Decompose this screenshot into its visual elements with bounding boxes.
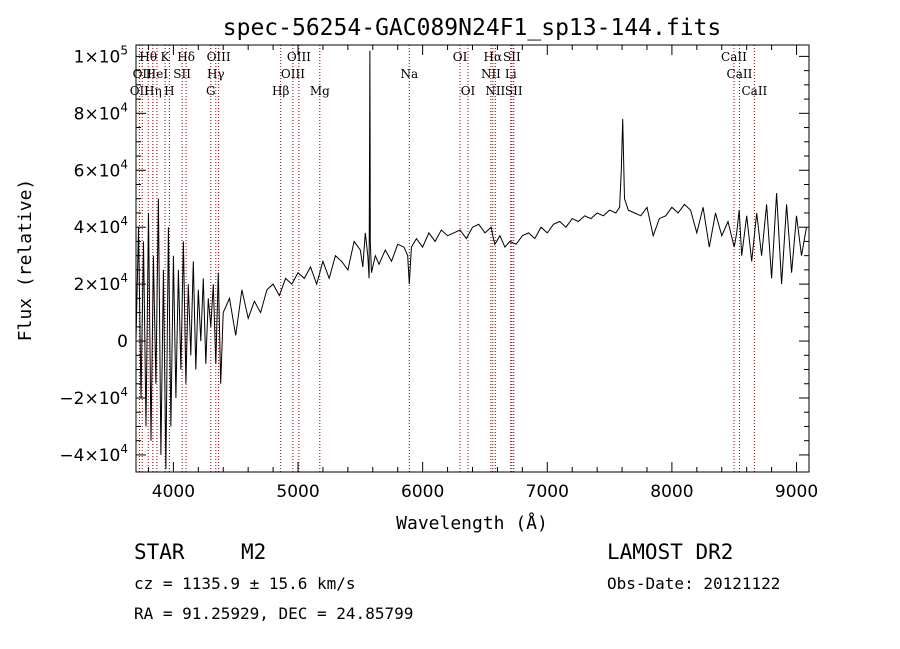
y-axis-label: Flux (relative) (15, 179, 36, 342)
line-label-25: CaII (721, 50, 747, 64)
line-label-26: CaII (727, 67, 753, 81)
line-label-11: OIII (207, 50, 231, 64)
y-tick-label-1: −2×104 (59, 385, 128, 409)
line-label-24: SII (505, 84, 523, 98)
x-tick-label-0: 4000 (152, 482, 195, 502)
x-tick-label-1: 5000 (276, 482, 319, 502)
line-label-27: CaII (741, 84, 767, 98)
line-label-16: Na (400, 67, 418, 81)
line-label-0: OII (130, 84, 150, 98)
line-label-5: K (161, 50, 171, 64)
spectrum-line-0 (135, 50, 807, 470)
line-label-20: Hα (484, 50, 503, 64)
y-tick-label-5: 6×104 (74, 157, 128, 181)
line-label-7: SII (173, 67, 191, 81)
y-tick-label-2: 0 (117, 332, 128, 352)
object-type: STAR (134, 540, 185, 564)
line-label-19: NII (481, 67, 501, 81)
line-markers: OIIOIIHθHηHeIKHSIIHδGHγOIIIHβOIIIOIIIMgN… (130, 45, 768, 472)
line-label-6: H (164, 84, 174, 98)
x-axis-label: Wavelength (Å) (396, 512, 548, 534)
y-tick-label-0: −4×104 (59, 442, 128, 466)
object-subclass: M2 (241, 540, 267, 564)
line-label-14: OIII (287, 50, 311, 64)
line-label-23: SII (503, 50, 521, 64)
x-tick-label-5: 9000 (775, 482, 818, 502)
plot-frame (135, 44, 810, 473)
x-tick-label-3: 7000 (526, 482, 569, 502)
y-tick-label-3: 2×104 (74, 271, 128, 295)
x-tick-label-4: 8000 (650, 482, 693, 502)
line-label-4: HeI (146, 67, 169, 81)
redshift-cz: cz = 1135.9 ± 15.6 km/s (134, 574, 356, 593)
y-tick-label-7: 1×105 (74, 43, 128, 67)
x-ticks: 4000 5000 6000 7000 8000 9000 (147, 45, 818, 502)
line-label-3: Hη (144, 84, 162, 98)
spectrum-chart: spec-56254-GAC089N24F1_sp13-144.fits Flu… (15, 15, 818, 534)
line-label-18: OI (461, 84, 476, 98)
chart-title: spec-56254-GAC089N24F1_sp13-144.fits (223, 15, 722, 41)
survey-name: LAMOST DR2 (607, 540, 734, 564)
x-tick-label-2: 6000 (401, 482, 444, 502)
y-tick-label-6: 8×104 (74, 100, 128, 124)
line-label-13: OIII (281, 67, 305, 81)
line-label-22: Li (505, 67, 517, 81)
line-label-10: Hγ (207, 67, 225, 81)
line-label-2: Hθ (139, 50, 157, 64)
line-label-12: Hβ (272, 84, 289, 98)
line-label-15: Mg (310, 84, 330, 98)
line-label-17: OI (453, 50, 468, 64)
coordinates: RA = 91.25929, DEC = 24.85799 (134, 604, 414, 623)
line-label-21: NII (485, 84, 505, 98)
y-ticks: −4×104 −2×104 0 2×104 4×104 6×104 8×104 1×105 (59, 43, 809, 466)
series-group (135, 50, 807, 470)
line-label-9: G (206, 84, 216, 98)
line-label-8: Hδ (177, 50, 195, 64)
obs-date: Obs-Date: 20121122 (607, 574, 781, 593)
y-tick-label-4: 4×104 (74, 214, 128, 238)
